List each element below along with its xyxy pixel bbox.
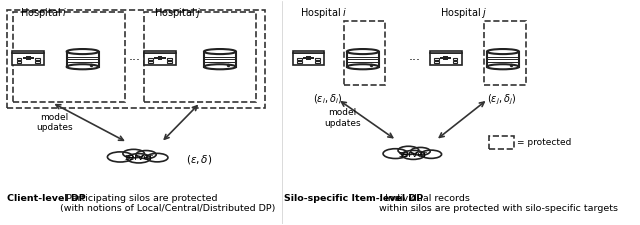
FancyBboxPatch shape bbox=[23, 57, 34, 59]
Ellipse shape bbox=[204, 64, 236, 69]
FancyBboxPatch shape bbox=[144, 53, 176, 65]
Ellipse shape bbox=[67, 49, 99, 54]
Ellipse shape bbox=[347, 64, 379, 69]
FancyBboxPatch shape bbox=[292, 53, 324, 65]
FancyBboxPatch shape bbox=[154, 57, 166, 59]
FancyBboxPatch shape bbox=[297, 58, 301, 60]
FancyBboxPatch shape bbox=[13, 51, 44, 53]
Ellipse shape bbox=[347, 49, 379, 54]
Text: $(\varepsilon_j, \delta_j)$: $(\varepsilon_j, \delta_j)$ bbox=[487, 92, 516, 107]
FancyBboxPatch shape bbox=[148, 58, 153, 60]
Ellipse shape bbox=[487, 49, 519, 54]
FancyBboxPatch shape bbox=[430, 51, 461, 53]
Circle shape bbox=[398, 146, 419, 155]
Circle shape bbox=[420, 150, 442, 158]
FancyBboxPatch shape bbox=[144, 51, 176, 53]
Text: : Participating silos are protected
(with notions of Local/Central/Distributed D: : Participating silos are protected (wit… bbox=[60, 194, 275, 213]
Text: Hospital $i$: Hospital $i$ bbox=[20, 6, 67, 20]
FancyBboxPatch shape bbox=[157, 56, 163, 60]
FancyBboxPatch shape bbox=[35, 61, 40, 63]
FancyBboxPatch shape bbox=[487, 52, 519, 67]
Text: Hospital $j$: Hospital $j$ bbox=[440, 6, 488, 20]
Text: model
updates: model updates bbox=[324, 108, 360, 128]
FancyBboxPatch shape bbox=[17, 58, 22, 60]
FancyBboxPatch shape bbox=[167, 61, 172, 63]
Circle shape bbox=[123, 149, 145, 158]
Text: $(\varepsilon_i, \delta_i)$: $(\varepsilon_i, \delta_i)$ bbox=[313, 92, 342, 106]
Text: Hospital $j$: Hospital $j$ bbox=[154, 6, 202, 20]
Text: server: server bbox=[124, 153, 153, 162]
FancyBboxPatch shape bbox=[292, 51, 324, 53]
Text: server: server bbox=[399, 150, 428, 159]
FancyBboxPatch shape bbox=[303, 57, 314, 59]
FancyBboxPatch shape bbox=[67, 52, 99, 67]
FancyBboxPatch shape bbox=[17, 61, 22, 63]
FancyBboxPatch shape bbox=[434, 61, 439, 63]
Text: $(\varepsilon, \delta)$: $(\varepsilon, \delta)$ bbox=[186, 153, 212, 166]
Text: : Individual records
within silos are protected with silo-specific targets: : Individual records within silos are pr… bbox=[378, 194, 618, 213]
Ellipse shape bbox=[204, 49, 236, 54]
Circle shape bbox=[108, 152, 133, 162]
FancyBboxPatch shape bbox=[306, 56, 311, 60]
FancyBboxPatch shape bbox=[35, 58, 40, 60]
FancyBboxPatch shape bbox=[430, 53, 461, 65]
Text: ...: ... bbox=[408, 50, 420, 63]
Ellipse shape bbox=[487, 64, 519, 69]
FancyBboxPatch shape bbox=[204, 52, 236, 67]
FancyBboxPatch shape bbox=[434, 58, 439, 60]
FancyBboxPatch shape bbox=[452, 61, 458, 63]
Text: Hospital $i$: Hospital $i$ bbox=[300, 6, 348, 20]
Text: ...: ... bbox=[128, 50, 140, 63]
FancyBboxPatch shape bbox=[444, 56, 448, 60]
FancyBboxPatch shape bbox=[452, 58, 458, 60]
Circle shape bbox=[402, 150, 425, 159]
Text: Client-level DP: Client-level DP bbox=[7, 194, 86, 202]
FancyBboxPatch shape bbox=[440, 57, 451, 59]
Circle shape bbox=[411, 147, 430, 155]
FancyBboxPatch shape bbox=[347, 52, 379, 67]
FancyBboxPatch shape bbox=[316, 58, 320, 60]
Text: = protected: = protected bbox=[517, 138, 572, 147]
Ellipse shape bbox=[67, 64, 99, 69]
Circle shape bbox=[136, 151, 156, 159]
FancyBboxPatch shape bbox=[26, 56, 31, 60]
FancyBboxPatch shape bbox=[167, 58, 172, 60]
Circle shape bbox=[127, 154, 150, 163]
FancyBboxPatch shape bbox=[297, 61, 301, 63]
Circle shape bbox=[147, 153, 168, 162]
Circle shape bbox=[383, 149, 408, 158]
FancyBboxPatch shape bbox=[316, 61, 320, 63]
FancyBboxPatch shape bbox=[13, 53, 44, 65]
Text: Silo-specific Item-level DP: Silo-specific Item-level DP bbox=[284, 194, 424, 202]
Text: model
updates: model updates bbox=[36, 113, 73, 132]
FancyBboxPatch shape bbox=[148, 61, 153, 63]
